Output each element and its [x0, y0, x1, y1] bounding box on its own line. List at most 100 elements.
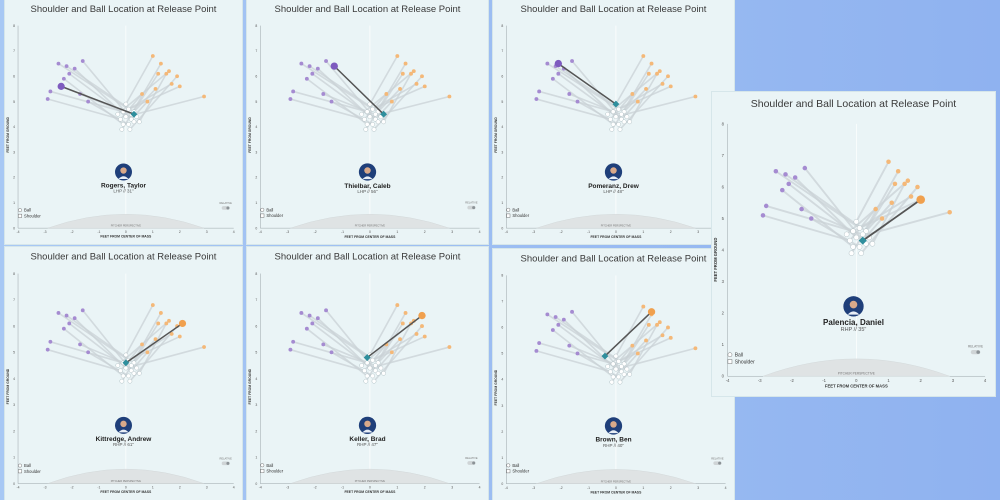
shoulder-point: [621, 119, 627, 125]
player-role: LHP // 56": [357, 189, 378, 194]
ball-point: [892, 181, 898, 187]
x-tick-label: 1: [152, 230, 154, 234]
ball-point: [422, 334, 427, 339]
ball-point: [666, 74, 670, 79]
legend-shoulder-icon: [506, 213, 511, 218]
ball-point: [324, 308, 328, 313]
shoulder-point: [605, 364, 611, 369]
arm-line: [46, 98, 122, 121]
ball-point: [329, 99, 334, 104]
chart-panel-kittredge: Shoulder and Ball Location at Release Po…: [5, 247, 242, 500]
player-role: RHP // 61": [113, 442, 134, 447]
x-tick-label: -3: [286, 230, 289, 234]
x-tick-label: 4: [984, 378, 987, 383]
arm-line: [617, 83, 664, 110]
ball-point: [763, 203, 769, 209]
ball-point: [291, 339, 296, 344]
x-tick-label: -3: [43, 230, 46, 234]
arm-line: [552, 329, 614, 378]
x-tick-label: 3: [451, 486, 453, 490]
ball-point: [45, 97, 50, 101]
relative-toggle-knob[interactable]: [226, 206, 230, 210]
release-point-chart: Shoulder and Ball Location at Release Po…: [494, 4, 727, 239]
shoulder-point: [367, 114, 373, 120]
y-tick-label: 8: [255, 272, 257, 276]
relative-toggle-knob[interactable]: [472, 206, 476, 210]
ball-point: [395, 303, 400, 307]
y-tick-label: 4: [13, 125, 15, 129]
shoulder-point: [624, 114, 630, 120]
avatar-shirt: [362, 176, 373, 180]
y-axis-label: FEET FROM GROUND: [494, 117, 498, 153]
shoulder-point: [610, 109, 616, 115]
shoulder-point: [860, 231, 866, 238]
shoulder-point: [375, 370, 381, 376]
arm-line: [609, 344, 634, 373]
shoulder-point: [364, 360, 370, 366]
player-name: Kittredge, Andrew: [96, 436, 153, 443]
avatar-shirt: [118, 429, 129, 433]
ball-point: [889, 200, 895, 206]
highlight-ball-point: [554, 59, 563, 68]
highlight-shoulder-point: [130, 110, 138, 118]
ball-point: [537, 341, 542, 345]
chart-panel-rogers: Shoulder and Ball Location at Release Po…: [5, 0, 242, 244]
ball-point: [630, 343, 635, 348]
pitcher-mound: [290, 214, 450, 229]
x-axis-label: FEET FROM CENTER OF MASS: [100, 490, 152, 494]
pitcher-mound: [536, 214, 696, 229]
shoulder-point: [378, 365, 384, 371]
ball-point: [646, 322, 651, 327]
y-tick-label: 3: [13, 403, 15, 407]
x-tick-label: 4: [233, 486, 235, 490]
highlight-ball-point: [57, 82, 65, 90]
x-tick-label: 2: [670, 486, 672, 490]
ball-point: [668, 84, 673, 89]
shoulder-point: [381, 370, 386, 376]
relative-toggle-knob[interactable]: [226, 461, 230, 465]
shoulder-point: [123, 114, 129, 120]
y-tick-label: 4: [255, 125, 257, 129]
ball-point: [145, 350, 150, 355]
ball-point: [398, 337, 402, 342]
highlight-ball-point: [178, 319, 187, 328]
player-name: Keller, Brad: [349, 436, 385, 443]
arm-line: [374, 351, 393, 372]
ball-point: [202, 345, 206, 349]
ball-point: [61, 326, 66, 331]
ball-point: [177, 84, 182, 89]
relative-toggle-knob[interactable]: [472, 461, 476, 465]
ball-point: [550, 328, 555, 332]
shoulder-point: [616, 122, 621, 127]
highlight-arm-line: [861, 198, 922, 242]
pitcher-mound: [762, 358, 950, 377]
shoulder-point: [370, 373, 375, 379]
relative-toggle-knob[interactable]: [718, 461, 722, 465]
legend-ball-label: Ball: [24, 208, 31, 213]
x-tick-label: 1: [642, 230, 644, 234]
highlight-shoulder-point: [122, 359, 130, 367]
ball-point: [167, 318, 171, 323]
player-name: Thielbar, Caleb: [344, 183, 390, 190]
y-tick-label: 2: [255, 429, 257, 433]
y-tick-label: 5: [13, 100, 15, 104]
shoulder-point: [127, 378, 133, 384]
player-role: LHP // 31": [113, 189, 134, 194]
highlight-arm-line: [604, 311, 653, 357]
avatar-shirt: [118, 176, 129, 180]
y-tick-label: 7: [13, 298, 15, 302]
y-tick-label: 3: [501, 150, 503, 154]
ball-point: [570, 59, 574, 63]
ball-point: [908, 194, 914, 199]
shoulder-point: [123, 352, 129, 358]
shoulder-point: [847, 237, 853, 244]
relative-toggle-knob[interactable]: [976, 350, 980, 354]
shoulder-point: [370, 357, 375, 363]
x-tick-label: 3: [697, 486, 699, 490]
ball-point: [545, 61, 550, 66]
ball-point: [86, 99, 91, 104]
shoulder-point: [850, 228, 856, 234]
ball-point: [175, 74, 179, 79]
shoulder-point: [359, 111, 365, 117]
y-tick-label: 6: [13, 74, 15, 78]
